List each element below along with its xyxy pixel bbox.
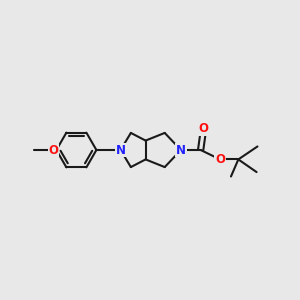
Text: N: N (176, 143, 186, 157)
Text: O: O (215, 153, 225, 166)
Text: N: N (116, 143, 126, 157)
Text: O: O (199, 122, 208, 135)
Text: O: O (48, 143, 59, 157)
